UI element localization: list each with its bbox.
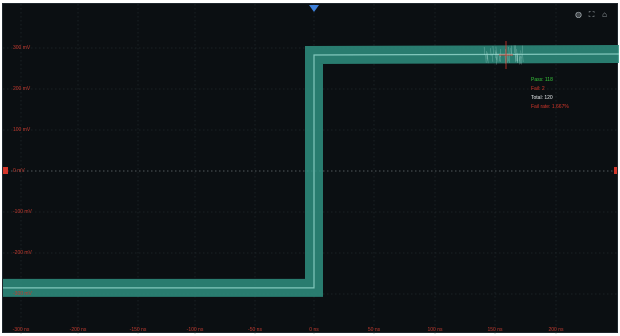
x-tick-label: 200 ns: [548, 327, 563, 333]
fullscreen-icon[interactable]: ⛶: [587, 10, 596, 19]
x-tick-label: 150 ns: [487, 327, 502, 333]
pass-count: Pass: 118: [531, 76, 569, 85]
x-tick-label: -50 ns: [248, 327, 262, 333]
x-tick-label: -100 ns: [187, 327, 204, 333]
x-tick-label: -150 ns: [130, 327, 147, 333]
waveform-plot[interactable]: [3, 4, 619, 334]
y-tick-label: -300 mV: [13, 291, 32, 297]
x-tick-label: 0 ns: [309, 327, 318, 333]
fail-count: Fail: 2: [531, 85, 569, 94]
x-tick-label: 50 ns: [368, 327, 380, 333]
x-tick-label: -300 ns: [13, 327, 30, 333]
y-tick-label: 100 mV: [13, 127, 30, 133]
x-tick-label: -200 ns: [70, 327, 87, 333]
plot-toolbar: ◍ ⛶ ⌂: [574, 10, 609, 19]
mask-test-stats: Pass: 118 Fail: 2 Total: 120 Fail rate: …: [531, 76, 569, 112]
y-tick-label: -100 mV: [13, 209, 32, 215]
fail-rate: Fail rate: 1.667%: [531, 103, 569, 112]
y-tick-label: -200 mV: [13, 250, 32, 256]
camera-icon[interactable]: ◍: [574, 10, 583, 19]
y-tick-label: 200 mV: [13, 86, 30, 92]
y-tick-label: 0 mV: [13, 168, 25, 174]
trigger-position-marker[interactable]: [309, 5, 319, 12]
trigger-level-marker-left[interactable]: [3, 167, 8, 174]
y-tick-label: 300 mV: [13, 45, 30, 51]
home-icon[interactable]: ⌂: [600, 10, 609, 19]
x-tick-label: 100 ns: [427, 327, 442, 333]
oscilloscope-display[interactable]: 300 mV 200 mV 100 mV 0 mV -100 mV -200 mV -300…: [2, 3, 618, 333]
total-count: Total: 120: [531, 94, 569, 103]
trigger-level-marker-right[interactable]: [614, 167, 617, 174]
